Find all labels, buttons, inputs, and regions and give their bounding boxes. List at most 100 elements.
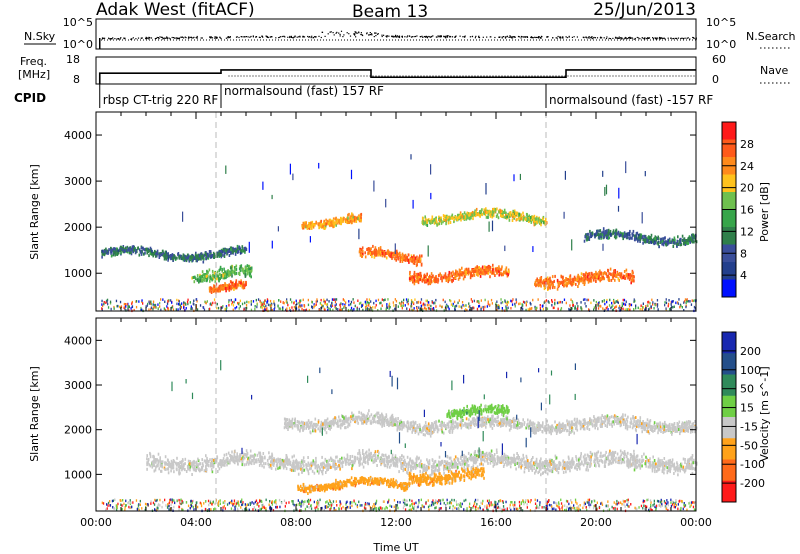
echo-cell (399, 259, 402, 263)
echo-cell (254, 307, 256, 311)
echo-cell (694, 239, 697, 243)
echo-cell (577, 273, 579, 277)
nsky-point (353, 33, 355, 35)
echo-cell (572, 301, 574, 304)
nsky-point (695, 37, 697, 39)
echo-cell (444, 272, 447, 276)
echo-cell (128, 309, 130, 312)
echo-cell (689, 300, 691, 303)
echo-cell (337, 422, 339, 425)
echo-cell (468, 213, 470, 217)
echo-cell (320, 420, 323, 424)
echo-cell (197, 279, 200, 283)
echo-cell (401, 306, 403, 310)
echo-cell (506, 272, 509, 276)
echo-cell (624, 303, 627, 306)
echo-cell (397, 256, 400, 260)
echo-cell (385, 415, 388, 419)
echo-cell (326, 425, 329, 428)
echo-cell (227, 270, 230, 274)
echo-cell (512, 209, 514, 213)
echo-cell (478, 304, 481, 308)
echo-cell (362, 250, 364, 253)
echo-cell (313, 422, 315, 426)
nsky-point (354, 31, 356, 33)
echo-cell (279, 307, 282, 311)
echo-cell (250, 266, 253, 270)
echo-cell (345, 426, 347, 430)
echo-cell (330, 425, 333, 429)
echo-cell (366, 419, 369, 423)
echo-cell (123, 302, 125, 306)
echo-cell (366, 416, 369, 420)
echo-cell (454, 215, 457, 219)
echo-cell (373, 180, 375, 192)
echo-cell (473, 306, 475, 310)
echo-cell (471, 274, 474, 278)
echo-cell (228, 288, 231, 292)
echo-cell (469, 276, 472, 280)
echo-cell (603, 277, 605, 281)
nsky-point (514, 36, 516, 38)
nsky-point (634, 37, 636, 40)
echo-cell (324, 428, 326, 432)
nsky-point (439, 35, 441, 37)
nsky-point (504, 36, 506, 38)
nsky-point (504, 37, 507, 39)
echo-cell (156, 249, 159, 253)
echo-cell (176, 256, 178, 260)
echo-cell (422, 307, 424, 311)
echo-cell (356, 308, 358, 311)
echo-cell (164, 309, 167, 312)
echo-cell (407, 253, 410, 257)
echo-cell (210, 302, 212, 305)
echo-cell (589, 279, 591, 283)
echo-cell (410, 302, 413, 306)
echo-cell (548, 301, 550, 304)
echo-cell (633, 416, 635, 420)
echo-cell (331, 298, 334, 301)
nsky-point (299, 35, 301, 37)
colorbar-tick-label: 16 (740, 204, 754, 217)
nsky-point (241, 36, 243, 38)
echo-cell (633, 298, 635, 301)
echo-cell (382, 418, 384, 422)
echo-cell (693, 305, 696, 309)
nsky-point (381, 34, 383, 36)
echo-cell (129, 246, 132, 250)
echo-cell (171, 306, 173, 309)
echo-cell (191, 276, 193, 280)
echo-cell (110, 249, 112, 253)
echo-cell (224, 307, 226, 311)
echo-cell (213, 285, 216, 288)
echo-cell (180, 255, 183, 259)
echo-cell (540, 277, 542, 281)
echo-cell (508, 218, 511, 222)
echo-cell (482, 272, 484, 276)
echo-cell (512, 298, 514, 301)
echo-cell (117, 249, 120, 253)
echo-cell (450, 278, 453, 282)
echo-cell (417, 281, 420, 285)
echo-cell (518, 302, 520, 306)
echo-cell (413, 254, 415, 258)
echo-cell (357, 299, 359, 302)
echo-cell (602, 243, 604, 251)
echo-cell (167, 306, 169, 310)
echo-cell (420, 274, 422, 278)
echo-cell (238, 273, 241, 276)
echo-cell (224, 270, 226, 274)
echo-cell (249, 269, 252, 272)
nsky-point (469, 36, 471, 38)
nsky-point (220, 37, 222, 40)
y-tick-label: 4000 (64, 129, 92, 142)
echo-cell (391, 253, 394, 257)
echo-cell (447, 274, 450, 278)
nsky-point (499, 36, 501, 38)
power-echoes (101, 154, 698, 313)
echo-cell (622, 234, 625, 238)
echo-cell (383, 424, 386, 427)
echo-cell (500, 268, 502, 272)
echo-cell (342, 303, 344, 306)
echo-cell (306, 425, 308, 429)
